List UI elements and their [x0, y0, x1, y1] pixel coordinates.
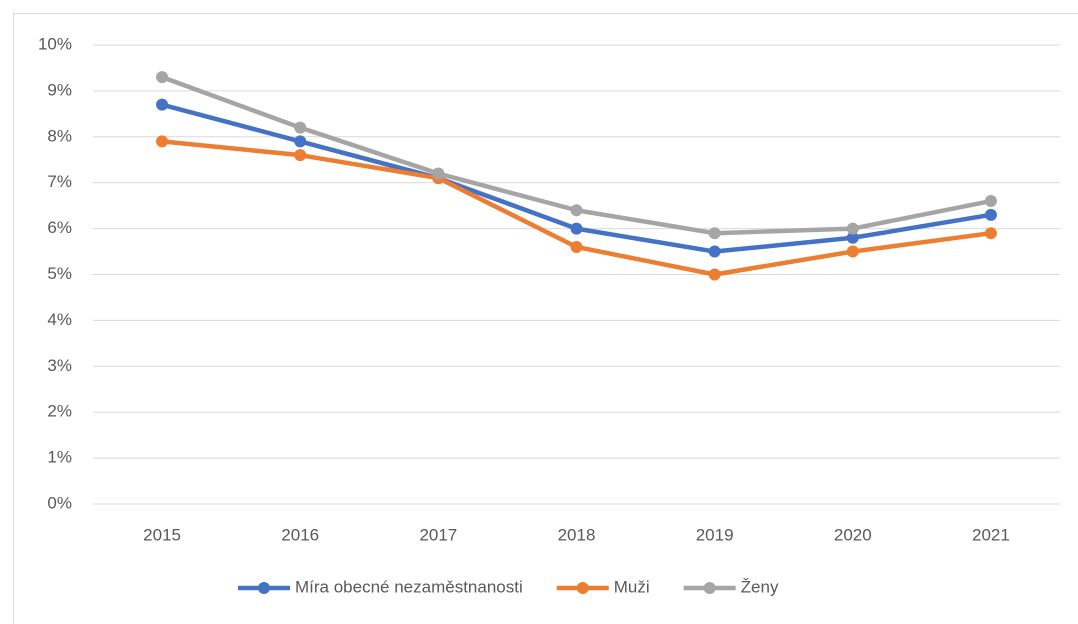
- x-tick-label: 2015: [143, 525, 181, 544]
- series-marker: [846, 231, 859, 244]
- y-tick-label: 0%: [47, 493, 72, 512]
- legend-marker: [258, 582, 270, 594]
- series-marker: [294, 149, 307, 162]
- y-tick-label: 10%: [38, 34, 72, 53]
- y-tick-label: 2%: [47, 402, 72, 421]
- series-marker: [708, 245, 721, 258]
- series-marker: [846, 245, 859, 258]
- series-marker: [846, 222, 859, 235]
- y-tick-label: 5%: [47, 264, 72, 283]
- legend-label: Míra obecné nezaměstnanosti: [295, 577, 523, 596]
- series-marker: [708, 268, 721, 281]
- series-marker: [432, 167, 445, 180]
- x-tick-label: 2019: [696, 525, 734, 544]
- legend-label: Muži: [614, 577, 650, 596]
- series-marker: [708, 227, 721, 240]
- series-marker: [984, 208, 997, 221]
- series-marker: [294, 135, 307, 148]
- legend-marker: [576, 582, 589, 594]
- series-marker: [984, 227, 997, 240]
- y-tick-label: 9%: [47, 80, 72, 99]
- series-marker: [984, 195, 997, 208]
- legend-marker: [703, 582, 716, 594]
- y-tick-label: 6%: [47, 218, 72, 237]
- x-tick-label: 2018: [558, 525, 596, 544]
- x-tick-label: 2017: [419, 525, 457, 544]
- series-marker: [570, 240, 583, 253]
- y-tick-label: 1%: [47, 448, 72, 467]
- x-tick-label: 2020: [834, 525, 872, 544]
- series-marker: [570, 222, 583, 235]
- series-marker: [570, 204, 583, 217]
- series-marker: [156, 98, 169, 111]
- legend-label: Ženy: [741, 577, 779, 596]
- series-marker: [294, 121, 307, 134]
- series-marker: [156, 71, 169, 84]
- y-tick-label: 4%: [47, 310, 72, 329]
- x-tick-label: 2021: [972, 525, 1010, 544]
- series-marker: [156, 135, 169, 148]
- chart-border: [13, 13, 1078, 624]
- y-tick-label: 3%: [47, 356, 72, 375]
- x-tick-label: 2016: [281, 525, 319, 544]
- y-tick-label: 8%: [47, 126, 72, 145]
- y-tick-label: 7%: [47, 172, 72, 191]
